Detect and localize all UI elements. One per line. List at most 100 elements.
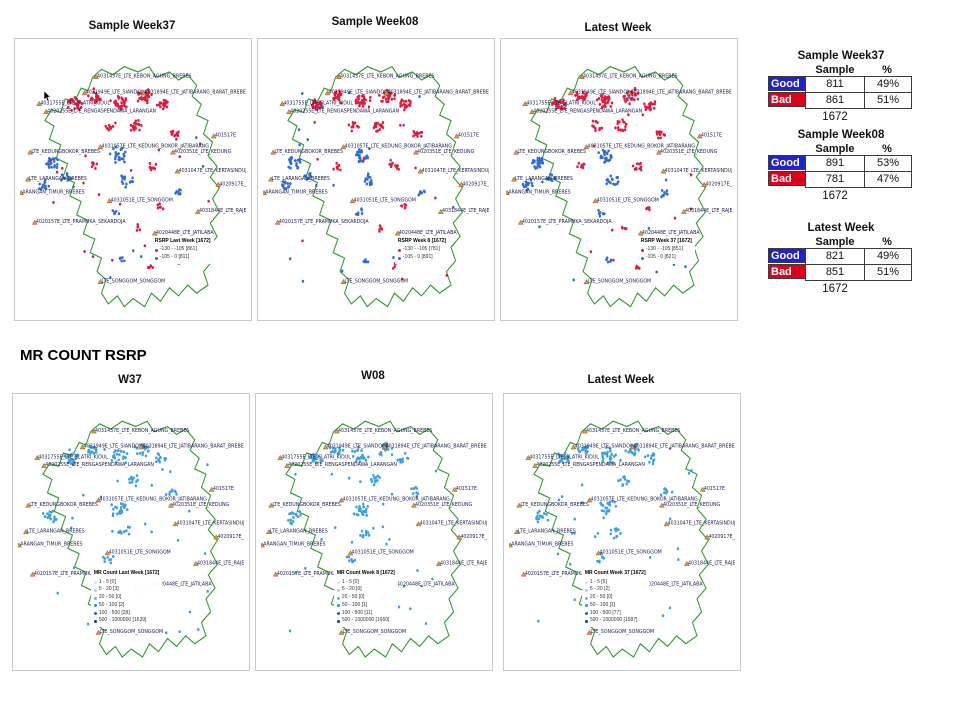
sample-dot <box>99 494 102 498</box>
site-label: 4020157E_LTE_PRAMUKA_SEKARDOJA <box>279 218 369 224</box>
sample-dot <box>430 576 434 580</box>
sample-dot <box>335 161 338 165</box>
cell-bad-pct: 47% <box>864 171 912 188</box>
sample-dot <box>630 450 633 454</box>
sample-dot <box>655 270 658 274</box>
site-marker-icon <box>567 89 574 95</box>
site-marker-icon <box>410 502 417 508</box>
sample-dot <box>143 522 147 525</box>
sample-dot <box>280 182 284 186</box>
sample-dot <box>47 162 51 166</box>
sample-dot <box>607 158 610 162</box>
sample-dot <box>659 135 662 139</box>
sample-dot <box>120 156 123 160</box>
site-label: ARANGAN_TIMUR_BREBES <box>265 189 328 195</box>
sample-dot <box>154 455 158 459</box>
legend-color-dot <box>584 581 588 584</box>
site-label: 4020448E_LTE_JATILABA <box>399 229 457 235</box>
map-legend: MR Count Week 8 [1672] 1 - 5 [0] 5 - 20 [0… <box>333 567 398 628</box>
sample-dot <box>109 98 112 102</box>
sample-dot <box>80 101 83 105</box>
sample-dot <box>103 447 106 451</box>
sample-dot <box>121 97 124 101</box>
sample-dot <box>648 555 652 559</box>
site-label: 4031755E_LTE_SLATRI_KIDUL <box>529 454 599 460</box>
site-label: ARANGAN_TIMUR_BREBES <box>263 541 325 547</box>
sample-dot <box>347 554 350 558</box>
sample-dot <box>354 152 358 156</box>
district-boundary <box>532 419 709 658</box>
sample-dot <box>415 130 418 134</box>
cell-good-pct: 49% <box>864 248 912 265</box>
site-marker-icon <box>658 502 665 508</box>
site-label: 4020157E_LTE_PRAMUKA_SEKARDOJA <box>525 570 615 576</box>
sample-dot <box>393 264 396 268</box>
sample-dot <box>647 226 650 230</box>
site-marker-icon <box>680 208 687 214</box>
sample-dot <box>47 165 50 169</box>
sample-dot <box>419 583 423 587</box>
sample-dot <box>63 454 66 457</box>
sample-dot <box>312 459 315 462</box>
sample-dot <box>86 622 90 626</box>
sample-dot <box>136 99 139 103</box>
site-marker-icon <box>586 496 593 502</box>
sample-dot <box>612 536 615 540</box>
stats-table-latest: Latest Week Sample % Good 821 49% Bad 85… <box>768 222 914 297</box>
sample-dot <box>118 256 121 260</box>
sample-dot <box>72 565 75 569</box>
sample-dot <box>522 184 526 188</box>
site-label: 4031844E_LTE_RAJEGWESI <box>440 559 488 565</box>
site-label: 401517E <box>701 132 722 138</box>
cell-bad-pct: 51% <box>864 264 912 281</box>
sample-dot <box>111 146 115 150</box>
sample-dot <box>350 449 354 453</box>
sample-dot <box>68 447 71 451</box>
sample-dot <box>639 168 643 172</box>
site-marker-icon <box>268 502 274 508</box>
sample-dot <box>110 502 113 506</box>
sample-dot <box>347 90 351 94</box>
sample-dot <box>402 108 406 111</box>
row-label-good: Good <box>768 76 806 91</box>
site-marker-icon <box>81 89 88 95</box>
sample-dot <box>119 531 123 535</box>
sample-dot <box>120 146 124 150</box>
sample-dot <box>201 164 204 168</box>
site-marker-icon <box>274 219 281 225</box>
legend-color-dot <box>93 588 97 592</box>
sample-dot <box>664 191 668 195</box>
site-marker-icon <box>267 176 274 182</box>
sample-dot <box>613 527 616 531</box>
sample-dot <box>71 451 75 455</box>
map-legend-item: 50 - 100 [1] <box>584 602 646 610</box>
legend-color-dot <box>397 256 401 260</box>
sample-dot <box>117 530 120 534</box>
sample-dot <box>122 258 126 262</box>
sample-dot <box>303 566 307 570</box>
sample-dot <box>288 160 292 164</box>
sample-dot <box>120 259 123 263</box>
sample-dot <box>398 104 402 108</box>
site-label: 4031894E_LTE_JATIBARANG_BARAT_BREBES <box>385 443 487 449</box>
sample-dot <box>338 448 341 452</box>
map-legend-item: 500 - 1000000 [1587] <box>584 617 646 625</box>
sample-dot <box>604 445 608 449</box>
sample-dot <box>387 537 391 541</box>
map-legend-title: MR Count Last Week [1672] <box>93 569 160 576</box>
sample-dot <box>146 265 150 269</box>
sample-dot <box>361 104 365 108</box>
sample-dot <box>689 468 693 472</box>
map-legend-item: 20 - 50 [0] <box>336 594 395 602</box>
sample-dot <box>530 181 533 185</box>
sample-dot <box>639 161 642 165</box>
sample-dot <box>47 156 51 160</box>
sample-dot <box>396 458 399 462</box>
sample-dot <box>623 127 627 131</box>
site-marker-icon <box>265 528 272 534</box>
legend-color-dot <box>336 581 340 584</box>
sample-dot <box>636 97 639 101</box>
sample-dot <box>541 515 544 519</box>
sample-dot <box>537 162 540 166</box>
sample-dot <box>402 102 406 106</box>
